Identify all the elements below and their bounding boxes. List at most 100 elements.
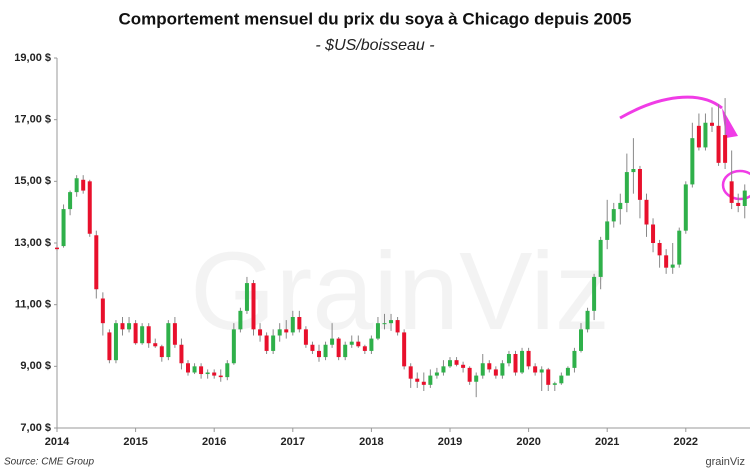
y-tick-label: 7,00 $: [20, 422, 51, 434]
x-tick-label: 2015: [123, 436, 147, 448]
candle-body: [81, 179, 86, 191]
candle-body: [611, 209, 616, 222]
candle-body: [323, 344, 328, 358]
candle-body: [172, 323, 177, 345]
candle-body: [637, 169, 642, 200]
arrow-head: [722, 108, 738, 138]
candle-body: [140, 326, 145, 344]
candle-body: [461, 364, 466, 368]
chart-subtitle: - $US/boisseau -: [315, 37, 434, 54]
candle-body: [572, 350, 577, 368]
candle-body: [382, 323, 387, 325]
candle-body: [94, 235, 99, 290]
candle-body: [421, 381, 426, 385]
candle-body: [343, 344, 348, 358]
candle-body: [670, 264, 675, 268]
candle-body: [244, 283, 249, 311]
candle-body: [696, 125, 701, 148]
candle-body: [539, 369, 544, 373]
candle-body: [487, 363, 492, 370]
candle-body: [624, 172, 629, 203]
candle-body: [736, 202, 741, 206]
candle-body: [651, 224, 656, 243]
x-tick-label: 2019: [438, 436, 462, 448]
chart-title: Comportement mensuel du prix du soya à C…: [119, 9, 632, 28]
x-tick-label: 2022: [674, 436, 698, 448]
candle-body: [205, 372, 210, 375]
x-tick-label: 2017: [281, 436, 305, 448]
candle-body: [284, 329, 289, 333]
y-tick-label: 13,00 $: [14, 237, 51, 249]
candle-body: [356, 341, 361, 347]
candle-body: [474, 375, 479, 382]
candle-body: [362, 346, 367, 351]
candle-body: [375, 323, 380, 339]
candle-body: [592, 276, 597, 311]
candle-body: [395, 320, 400, 333]
x-tick-label: 2021: [595, 436, 619, 448]
candle-body: [513, 354, 518, 373]
candle-body: [664, 255, 669, 268]
candle-body: [192, 366, 197, 373]
candle-body: [493, 369, 498, 376]
candle-body: [133, 323, 138, 344]
candle-body: [113, 323, 118, 361]
x-tick-label: 2020: [516, 436, 540, 448]
candle-body: [127, 323, 132, 330]
candle-body: [579, 329, 583, 351]
candle-body: [186, 363, 190, 373]
candle-body: [441, 366, 446, 373]
candle-body: [87, 181, 92, 234]
candle-body: [520, 350, 525, 373]
candle-body: [238, 310, 243, 330]
candle-body: [742, 190, 747, 206]
candle-body: [218, 375, 223, 378]
candle-body: [644, 199, 649, 225]
candle-body: [310, 344, 315, 351]
candle-body: [585, 310, 590, 330]
candle-body: [212, 372, 217, 376]
candle-body: [448, 360, 452, 367]
candle-body: [500, 363, 505, 376]
candle-body: [74, 178, 79, 193]
candle-body: [146, 326, 151, 344]
candle-body: [710, 122, 714, 126]
x-tick-label: 2016: [202, 436, 226, 448]
candle-body: [402, 332, 407, 367]
candle-body: [506, 354, 511, 364]
candle-body: [330, 338, 335, 345]
candle-body: [533, 366, 538, 373]
y-tick-label: 9,00 $: [20, 360, 51, 372]
candle-body: [716, 125, 721, 163]
candle-body: [546, 369, 551, 385]
candle-body: [526, 350, 531, 367]
candle-body: [179, 344, 184, 364]
candle-body: [618, 202, 623, 210]
candle-body: [297, 317, 302, 330]
candle-body: [277, 329, 282, 336]
x-tick-label: 2014: [45, 436, 70, 448]
x-tick-label: 2018: [359, 436, 383, 448]
candle-body: [428, 375, 433, 385]
candle-body: [231, 329, 236, 364]
candle-body: [454, 360, 459, 365]
candle-body: [657, 243, 662, 256]
y-tick-label: 17,00 $: [14, 114, 51, 126]
candle-body: [336, 338, 341, 358]
candle-body: [303, 329, 308, 345]
candle-body: [251, 283, 256, 330]
candle-body: [467, 367, 472, 382]
candle-body: [408, 366, 413, 379]
candle-body: [389, 320, 394, 324]
y-tick-label: 11,00 $: [15, 299, 51, 311]
candle-body: [264, 335, 269, 351]
candle-body: [552, 383, 557, 385]
candle-body: [480, 363, 485, 376]
candle-body: [68, 192, 73, 210]
candle-body: [166, 323, 171, 358]
candle-body: [434, 372, 439, 376]
candle-body: [55, 247, 59, 250]
source: Source: CME Group: [4, 457, 94, 468]
logo: grainViz: [705, 456, 745, 468]
